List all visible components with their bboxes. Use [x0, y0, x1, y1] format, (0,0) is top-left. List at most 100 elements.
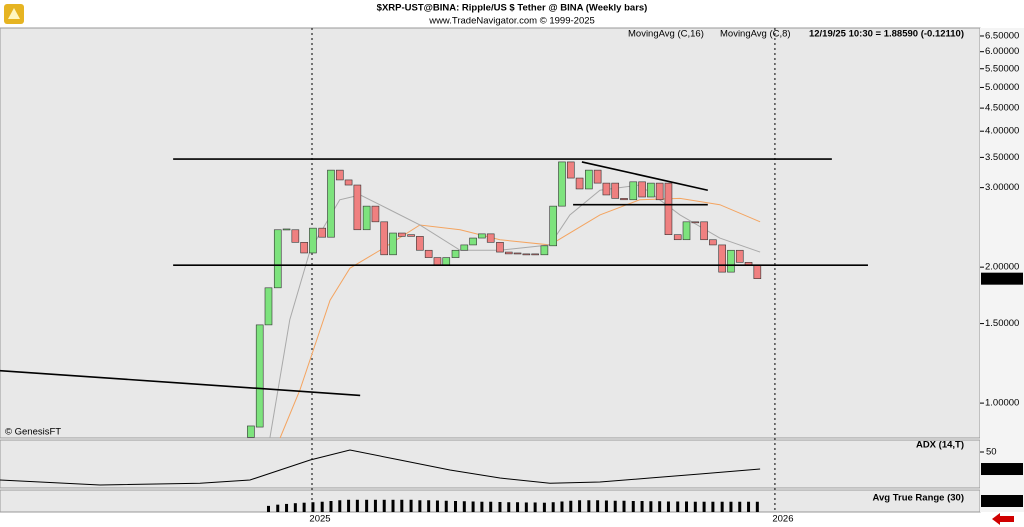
axis-panel [980, 28, 1024, 512]
indicator-bar [658, 501, 662, 512]
y-tick-label: 4.50000 [985, 103, 1019, 114]
indicator-line [0, 449, 761, 486]
candle [700, 221, 708, 241]
indicator-bar [266, 505, 270, 512]
indicator-bar [524, 502, 528, 512]
candle [638, 181, 646, 198]
y-tick-label: 50 [986, 447, 997, 458]
chart-title: $XRP-UST@BINA: Ripple/US $ Tether @ BINA… [377, 3, 648, 14]
candle [362, 205, 371, 231]
candle [727, 249, 735, 273]
y-tick-label: 6.50000 [985, 30, 1019, 41]
candle [504, 251, 513, 255]
candle [655, 182, 664, 201]
candle [486, 233, 495, 243]
indicator-bar [338, 500, 342, 512]
candle [611, 182, 620, 199]
indicator-bar [355, 499, 359, 512]
candle [424, 249, 433, 258]
indicator-bar [693, 501, 697, 512]
indicator-bar [480, 501, 484, 512]
y-tick-label: 1.50000 [985, 318, 1019, 329]
candle [753, 264, 762, 279]
candle [309, 227, 317, 254]
candle [344, 179, 353, 186]
indicator-bar [373, 499, 377, 512]
candle [709, 239, 717, 246]
indicator-bar [302, 502, 306, 512]
scroll-arrow[interactable] [992, 513, 1014, 525]
candle [540, 245, 549, 256]
indicator-bar [613, 500, 617, 512]
y-tick-label: 5.50000 [985, 63, 1019, 74]
indicator-bar [285, 503, 289, 512]
candle [442, 257, 451, 266]
indicator-bar [409, 499, 413, 512]
price-marker [981, 272, 1023, 285]
y-tick-label: 6.00000 [985, 46, 1019, 57]
candle [380, 221, 389, 256]
indicator-bar [320, 501, 324, 512]
indicator-bar [604, 500, 608, 512]
indicator-bar [551, 502, 555, 512]
indicator-bar [471, 501, 475, 512]
indicator-bar [516, 502, 520, 512]
indicator-bar [454, 501, 458, 512]
candle [513, 252, 522, 255]
candle [585, 169, 593, 190]
chart-subtitle: www.TradeNavigator.com © 1999-2025 [428, 16, 595, 27]
indicator-bar [507, 502, 511, 512]
status-line: 12/19/25 10:30 = 1.88590 (-0.12110) [809, 29, 964, 40]
candle [691, 221, 700, 224]
indicator-bar [578, 500, 582, 512]
indicator-bar [596, 500, 600, 512]
indicator-bar [498, 501, 502, 512]
indicator-bar [542, 502, 546, 512]
candle [300, 242, 308, 254]
candle [558, 161, 566, 207]
candle [255, 324, 264, 428]
candle [371, 205, 380, 223]
indicator-bar [729, 501, 733, 512]
indicator-bar [676, 501, 680, 512]
indicator-bar [462, 501, 466, 512]
candle [327, 169, 335, 238]
indicator-bar [711, 501, 715, 512]
candle [566, 161, 575, 179]
panel-title: Avg True Range (30) [872, 493, 964, 504]
candle [407, 234, 415, 237]
price-panel [0, 27, 981, 439]
value-label: 0.4192 [984, 496, 1013, 507]
value-marker [981, 495, 1023, 507]
indicator-bar [666, 501, 670, 512]
credit: © GenesisFT [5, 427, 61, 438]
candle [593, 169, 602, 184]
indicator-bar [382, 499, 386, 512]
indicator-bar [347, 499, 351, 512]
candle [575, 177, 584, 190]
indicator-bar [755, 501, 759, 512]
candle [451, 249, 460, 258]
candle [549, 205, 557, 247]
candle [335, 169, 344, 181]
indicator-bar [747, 501, 751, 512]
candle [247, 425, 255, 438]
y-tick-label: 1.00000 [985, 398, 1019, 409]
indicator-bar [631, 501, 635, 512]
indicator-bar [444, 500, 448, 512]
indicator-bar [622, 500, 626, 512]
candle [353, 184, 362, 231]
candle [629, 181, 638, 201]
candle [282, 228, 291, 231]
candle [673, 234, 682, 241]
candle [647, 182, 655, 198]
indicator-bar [418, 500, 422, 512]
y-tick-label: 4.00000 [985, 126, 1019, 137]
y-tick-label: 3.50000 [985, 152, 1019, 163]
panel-title: ADX (14,T) [916, 440, 964, 451]
candle [478, 233, 486, 239]
value-label: 28.73 [984, 464, 1008, 475]
candle [273, 229, 282, 289]
indicator-bar [738, 501, 742, 512]
candle [496, 242, 504, 253]
